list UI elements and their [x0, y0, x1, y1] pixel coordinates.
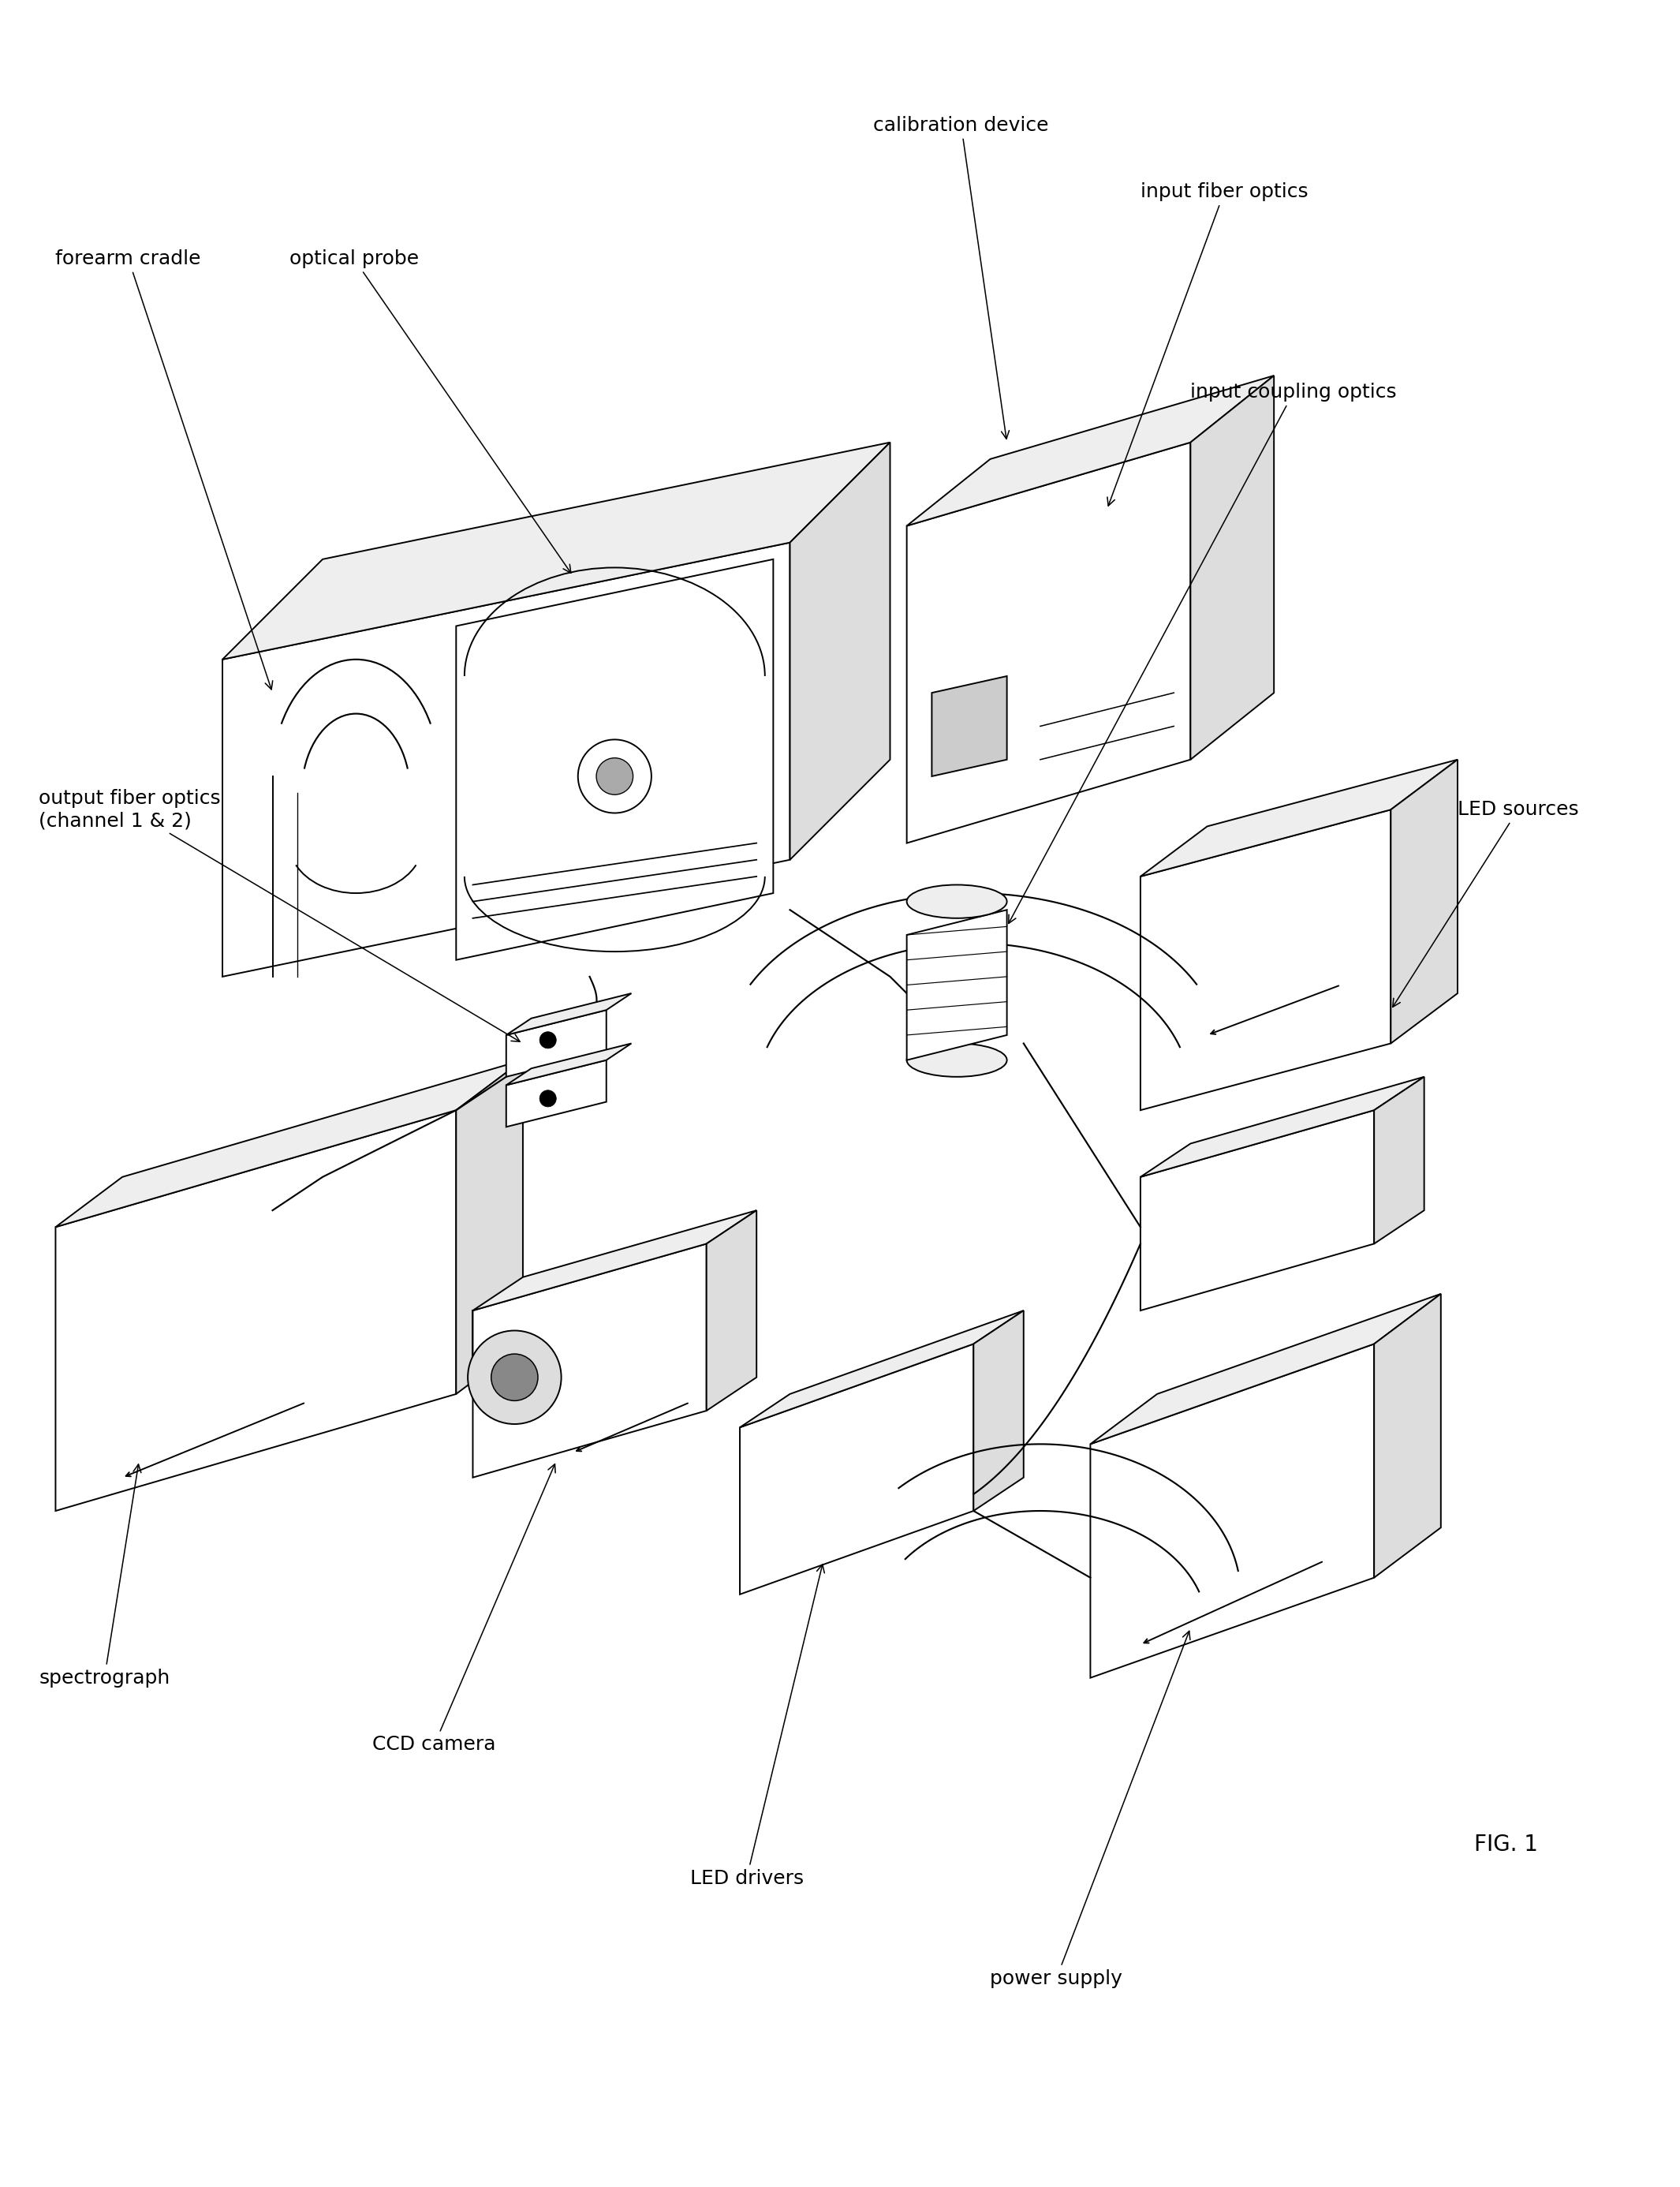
- Polygon shape: [55, 1111, 455, 1511]
- Polygon shape: [472, 1244, 707, 1478]
- Text: input fiber optics: input fiber optics: [1107, 182, 1309, 505]
- Circle shape: [539, 1032, 556, 1048]
- Polygon shape: [506, 993, 632, 1034]
- Polygon shape: [506, 1010, 606, 1076]
- Polygon shape: [506, 1043, 632, 1085]
- Polygon shape: [1141, 1111, 1374, 1310]
- Polygon shape: [907, 442, 1191, 842]
- Circle shape: [578, 739, 652, 814]
- Polygon shape: [222, 542, 790, 978]
- Ellipse shape: [907, 1043, 1006, 1076]
- Text: input coupling optics: input coupling optics: [1008, 383, 1396, 923]
- Text: FIG. 1: FIG. 1: [1475, 1833, 1539, 1857]
- Text: forearm cradle: forearm cradle: [55, 249, 272, 689]
- Polygon shape: [1191, 376, 1273, 759]
- Circle shape: [539, 1089, 556, 1107]
- Polygon shape: [739, 1345, 973, 1594]
- Text: spectrograph: spectrograph: [39, 1465, 170, 1688]
- Polygon shape: [1141, 759, 1458, 877]
- Polygon shape: [1090, 1345, 1374, 1677]
- Polygon shape: [1090, 1295, 1441, 1443]
- Polygon shape: [1374, 1076, 1425, 1244]
- Polygon shape: [1391, 759, 1458, 1043]
- Polygon shape: [907, 376, 1273, 525]
- Polygon shape: [932, 676, 1006, 776]
- Circle shape: [491, 1354, 538, 1400]
- Polygon shape: [222, 442, 890, 660]
- Polygon shape: [907, 910, 1006, 1061]
- Polygon shape: [707, 1209, 756, 1411]
- Ellipse shape: [907, 886, 1006, 919]
- Polygon shape: [455, 1061, 522, 1393]
- Text: power supply: power supply: [990, 1632, 1189, 1988]
- Circle shape: [467, 1330, 561, 1424]
- Polygon shape: [973, 1310, 1023, 1511]
- Text: optical probe: optical probe: [289, 249, 571, 573]
- Text: output fiber optics
(channel 1 & 2): output fiber optics (channel 1 & 2): [39, 790, 519, 1041]
- Circle shape: [596, 759, 633, 794]
- Text: LED drivers: LED drivers: [690, 1564, 825, 1887]
- Polygon shape: [455, 560, 773, 960]
- Text: CCD camera: CCD camera: [373, 1463, 556, 1754]
- Polygon shape: [1374, 1295, 1441, 1577]
- Polygon shape: [1141, 1076, 1425, 1177]
- Polygon shape: [506, 1061, 606, 1126]
- Polygon shape: [790, 442, 890, 859]
- Polygon shape: [472, 1209, 756, 1310]
- Polygon shape: [1141, 809, 1391, 1111]
- Polygon shape: [55, 1061, 522, 1227]
- Text: calibration device: calibration device: [874, 116, 1048, 440]
- Polygon shape: [739, 1310, 1023, 1428]
- Text: LED sources: LED sources: [1393, 800, 1579, 1006]
